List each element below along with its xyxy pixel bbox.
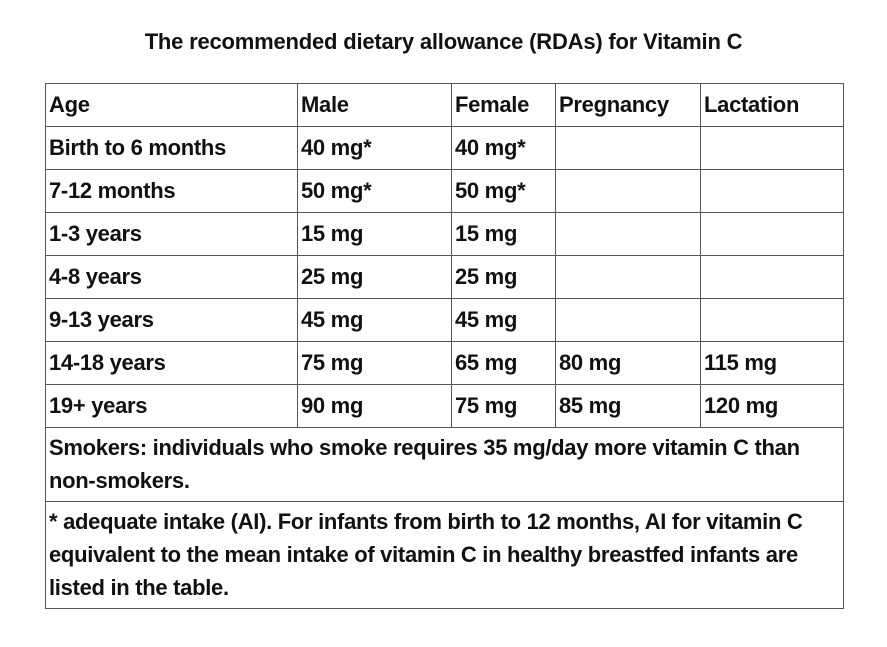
cell-female: 75 mg	[451, 384, 556, 428]
cell-male: 75 mg	[297, 341, 452, 385]
page-title: The recommended dietary allowance (RDAs)…	[144, 29, 743, 54]
footnote-row: * adequate intake (AI). For infants from…	[45, 501, 844, 609]
cell-male: 50 mg*	[297, 169, 452, 213]
cell-pregnancy	[555, 212, 701, 256]
cell-age: 14-18 years	[45, 341, 298, 385]
cell-lactation: 115 mg	[700, 341, 844, 385]
table-row: 19+ years 90 mg 75 mg 85 mg 120 mg	[45, 384, 844, 428]
table-row: 7-12 months 50 mg* 50 mg*	[45, 169, 844, 213]
cell-female: 25 mg	[451, 255, 556, 299]
rda-table: Age Male Female Pregnancy Lactation Birt…	[45, 83, 844, 609]
cell-pregnancy: 80 mg	[555, 341, 701, 385]
cell-female: 40 mg*	[451, 126, 556, 170]
table-row: 4-8 years 25 mg 25 mg	[45, 255, 844, 299]
cell-female: 45 mg	[451, 298, 556, 342]
cell-pregnancy	[555, 298, 701, 342]
smokers-note: Smokers: individuals who smoke requires …	[45, 427, 844, 502]
cell-lactation	[700, 298, 844, 342]
cell-age: Birth to 6 months	[45, 126, 298, 170]
cell-pregnancy	[555, 126, 701, 170]
table-row: 1-3 years 15 mg 15 mg	[45, 212, 844, 256]
cell-age: 7-12 months	[45, 169, 298, 213]
cell-male: 15 mg	[297, 212, 452, 256]
cell-age: 1-3 years	[45, 212, 298, 256]
cell-age: 19+ years	[45, 384, 298, 428]
cell-lactation	[700, 212, 844, 256]
cell-lactation	[700, 126, 844, 170]
cell-female: 65 mg	[451, 341, 556, 385]
cell-male: 40 mg*	[297, 126, 452, 170]
cell-age: 9-13 years	[45, 298, 298, 342]
smokers-note-row: Smokers: individuals who smoke requires …	[45, 427, 844, 502]
table-row: Birth to 6 months 40 mg* 40 mg*	[45, 126, 844, 170]
cell-female: 15 mg	[451, 212, 556, 256]
table-row: 9-13 years 45 mg 45 mg	[45, 298, 844, 342]
header-male: Male	[297, 83, 452, 127]
cell-female: 50 mg*	[451, 169, 556, 213]
cell-pregnancy: 85 mg	[555, 384, 701, 428]
header-age: Age	[45, 83, 298, 127]
footnote: * adequate intake (AI). For infants from…	[45, 501, 844, 609]
cell-lactation: 120 mg	[700, 384, 844, 428]
cell-lactation	[700, 169, 844, 213]
header-lactation: Lactation	[700, 83, 844, 127]
cell-male: 90 mg	[297, 384, 452, 428]
header-pregnancy: Pregnancy	[555, 83, 701, 127]
table-header-row: Age Male Female Pregnancy Lactation	[45, 83, 844, 127]
table-row: 14-18 years 75 mg 65 mg 80 mg 115 mg	[45, 341, 844, 385]
cell-lactation	[700, 255, 844, 299]
cell-age: 4-8 years	[45, 255, 298, 299]
cell-male: 25 mg	[297, 255, 452, 299]
header-female: Female	[451, 83, 556, 127]
cell-pregnancy	[555, 169, 701, 213]
cell-pregnancy	[555, 255, 701, 299]
cell-male: 45 mg	[297, 298, 452, 342]
